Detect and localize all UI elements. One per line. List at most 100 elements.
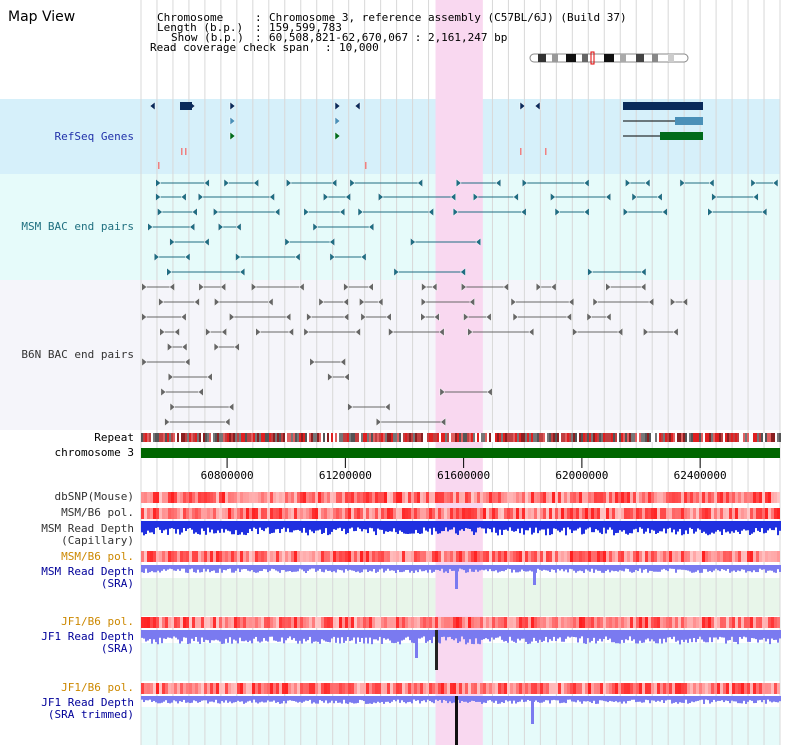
depth-bar [227,696,229,703]
repeat-segment [393,433,395,442]
depth-bar [743,521,745,530]
heat-cell [714,617,717,628]
repeat-segment [167,433,169,442]
heat-cell [531,551,534,562]
depth-bar [621,630,623,640]
depth-bar [187,696,189,703]
depth-bar [263,696,265,703]
heat-cell [336,508,339,519]
heat-cell [561,508,564,519]
depth-bar [383,521,385,534]
depth-bar [237,565,239,569]
depth-bar [697,565,699,571]
track-label-msm-depth-sra[interactable]: MSM Read Depth [41,565,134,578]
depth-bar [445,521,447,528]
heat-cell [681,683,684,694]
depth-bar [407,696,409,703]
track-label-msm-pol-sra[interactable]: MSM/B6 pol. [61,550,134,563]
depth-bar [497,696,499,704]
heat-cell [540,683,543,694]
depth-bar [141,630,143,638]
heat-cell [327,617,330,628]
repeat-segment [603,433,605,442]
heat-cell [720,617,723,628]
track-label-b6n-bac[interactable]: B6N BAC end pairs [21,348,134,361]
repeat-segment [345,433,347,442]
track-label-chromosome[interactable]: chromosome 3 [54,446,134,459]
heat-cell [471,508,474,519]
track-label-msm-pol[interactable]: MSM/B6 pol. [61,506,134,519]
ideogram-band [566,54,576,62]
depth-bar [231,565,233,573]
depth-bar [711,565,713,573]
repeat-segment [161,433,163,442]
depth-bar [447,565,449,573]
coverage-value: 10,000 [339,41,379,54]
depth-bar [517,630,519,639]
heat-cell [495,551,498,562]
depth-bar [709,565,711,571]
track-label-jf1-depth-sra[interactable]: JF1 Read Depth [41,630,134,643]
heat-cell [237,551,240,562]
depth-bar [693,630,695,638]
depth-bar [759,521,761,532]
b6n-pair-end [440,417,446,427]
msm-pair-start [155,192,162,202]
heat-cell [174,683,177,694]
heat-cell [714,551,717,562]
heat-cell [573,508,576,519]
track-label-msm-bac[interactable]: MSM BAC end pairs [21,220,134,233]
heat-cell [522,683,525,694]
track-label-refseq[interactable]: RefSeq Genes [54,130,134,143]
show-key: Show (b.p.) [171,31,244,44]
depth-bar [517,696,519,703]
depth-bar [305,565,307,573]
depth-bar [729,565,731,573]
depth-bar [245,521,247,536]
depth-bar [221,521,223,529]
track-label-msm-depth-capillary[interactable]: MSM Read Depth [41,522,134,535]
depth-bar [635,521,637,529]
heat-cell [741,683,744,694]
depth-bar [159,630,161,638]
depth-bar [299,565,301,569]
heat-cell [627,683,630,694]
heat-cell [402,617,405,628]
heat-cell [693,508,696,519]
heat-cell [270,551,273,562]
track-label-repeat[interactable]: Repeat [94,431,134,444]
track-label-jf1-depth-trimmed[interactable]: JF1 Read Depth [41,696,134,709]
repeat-segment [215,433,217,442]
track-label-dbsnp[interactable]: dbSNP(Mouse) [54,490,134,503]
depth-bar [141,565,143,573]
repeat-segment [353,433,355,442]
depth-bar [477,565,479,572]
depth-bar [509,696,511,701]
depth-bar [777,521,779,536]
depth-bar [145,696,147,701]
heat-cell [408,683,411,694]
track-label-jf1-pol[interactable]: JF1/B6 pol. [61,615,134,628]
depth-bar [377,521,379,529]
depth-bar [731,521,733,532]
heat-cell [252,508,255,519]
depth-bar [761,630,763,640]
depth-bar [549,630,551,640]
heat-cell [192,551,195,562]
heat-cell [291,508,294,519]
depth-bar [217,565,219,573]
heat-cell [705,492,708,503]
msm-pair-end [253,178,259,188]
depth-bar [195,565,197,573]
heat-cell [216,683,219,694]
heat-cell [459,492,462,503]
heat-cell [222,492,225,503]
heat-cell [669,508,672,519]
depth-bar [749,521,751,535]
heat-cell [771,617,774,628]
heat-cell [669,617,672,628]
heat-cell [471,492,474,503]
track-label-jf1-pol-trimmed[interactable]: JF1/B6 pol. [61,681,134,694]
